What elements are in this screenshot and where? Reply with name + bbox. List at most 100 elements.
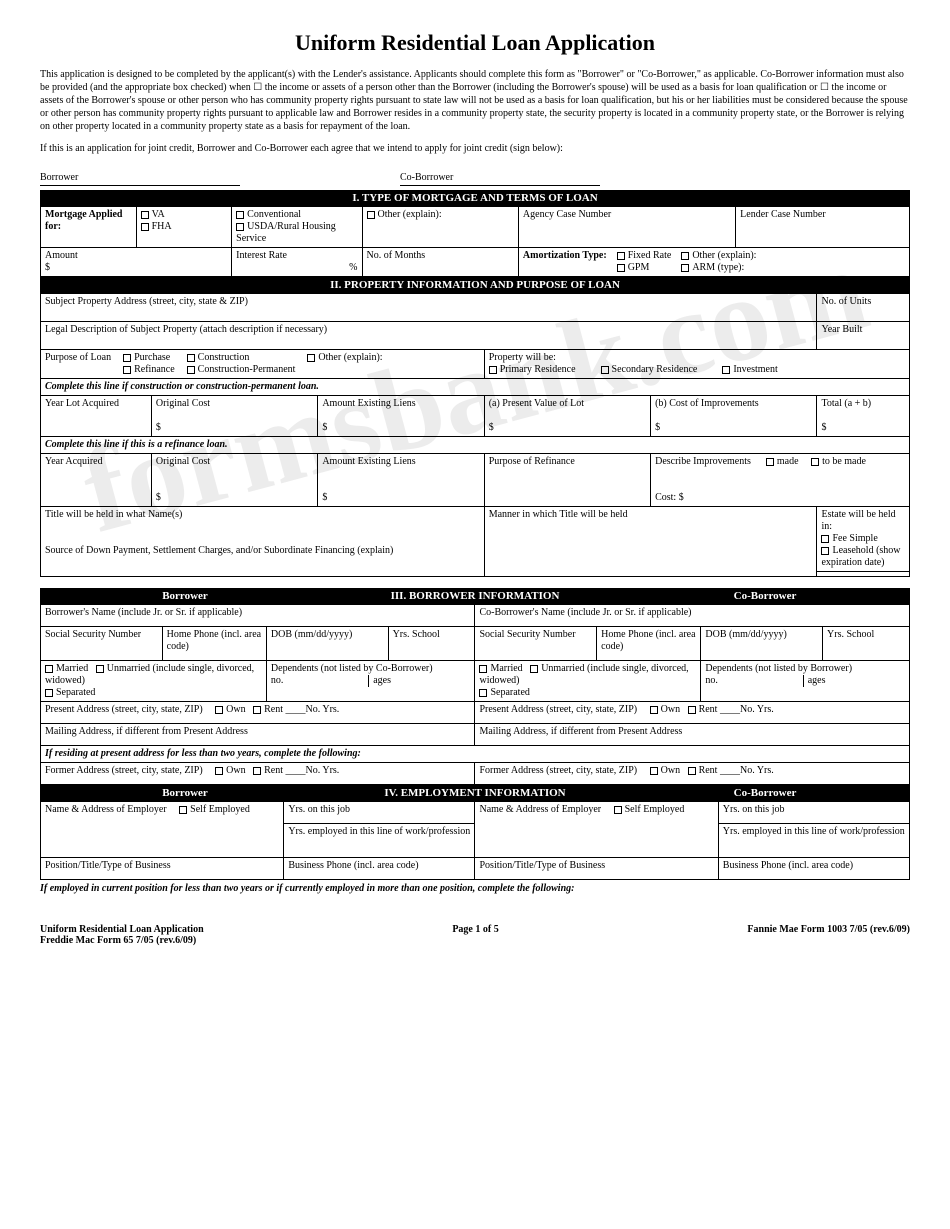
- borrower-sig-label: Borrower: [40, 172, 240, 186]
- rent-c-checkbox[interactable]: [688, 706, 696, 714]
- former-rent-b-checkbox[interactable]: [253, 767, 261, 775]
- s3-coborrower-header: Co-Borrower: [620, 590, 910, 602]
- married-b-checkbox[interactable]: [45, 665, 53, 673]
- year-acq-label: Year Acquired: [45, 456, 103, 467]
- married-c-checkbox[interactable]: [479, 665, 487, 673]
- married-b-label: Married: [56, 663, 88, 674]
- other-purpose-checkbox[interactable]: [307, 354, 315, 362]
- section-3-header: Borrower III. BORROWER INFORMATION Co-Bo…: [40, 588, 910, 604]
- dob-b-label: DOB (mm/dd/yyyy): [271, 629, 352, 640]
- other-amort-label: Other (explain):: [692, 250, 756, 261]
- refinance-label: Refinance: [134, 364, 175, 375]
- former-own-b-label: Own: [226, 765, 245, 776]
- usda-label: USDA/Rural Housing Service: [236, 221, 336, 244]
- amort-label: Amortization Type:: [523, 250, 607, 261]
- own-b-checkbox[interactable]: [215, 706, 223, 714]
- primary-checkbox[interactable]: [489, 366, 497, 374]
- liens-label: Amount Existing Liens: [322, 398, 415, 409]
- section-4-header: Borrower IV. EMPLOYMENT INFORMATION Co-B…: [40, 785, 910, 801]
- refinance-checkbox[interactable]: [123, 366, 131, 374]
- mailing-c-label: Mailing Address, if different from Prese…: [479, 726, 682, 737]
- refi-line-note: Complete this line if this is a refinanc…: [41, 437, 910, 454]
- dollar-2: $: [322, 422, 327, 433]
- former-noyrs-c: No. Yrs.: [740, 765, 774, 776]
- section-2-table: Subject Property Address (street, city, …: [40, 293, 910, 577]
- ssn-b-label: Social Security Number: [45, 629, 141, 640]
- biz-phone-c-label: Business Phone (incl. area code): [723, 860, 853, 871]
- present-b-label: Present Address (street, city, state, ZI…: [45, 704, 203, 715]
- section-3-table: Borrower's Name (include Jr. or Sr. if a…: [40, 604, 910, 785]
- former-noyrs-b: No. Yrs.: [306, 765, 340, 776]
- married-c-label: Married: [490, 663, 522, 674]
- separated-c-label: Separated: [490, 687, 529, 698]
- made-label: made: [777, 456, 799, 467]
- rent-b-checkbox[interactable]: [253, 706, 261, 714]
- orig-cost-label-2: Original Cost: [156, 456, 210, 467]
- separated-c-checkbox[interactable]: [479, 689, 487, 697]
- self-c-checkbox[interactable]: [614, 806, 622, 814]
- footer-center: Page 1 of 5: [452, 924, 498, 946]
- present-value-label: (a) Present Value of Lot: [489, 398, 584, 409]
- unmarried-b-checkbox[interactable]: [96, 665, 104, 673]
- secondary-label: Secondary Residence: [612, 364, 698, 375]
- own-c-label: Own: [661, 704, 680, 715]
- tobemade-checkbox[interactable]: [811, 458, 819, 466]
- deps-c-no: no.: [705, 675, 803, 687]
- section-1-table: Mortgage Applied for: VA FHA Conventiona…: [40, 206, 910, 277]
- construction-checkbox[interactable]: [187, 354, 195, 362]
- secondary-checkbox[interactable]: [601, 366, 609, 374]
- phone-b-label: Home Phone (incl. area code): [167, 629, 261, 652]
- self-b-checkbox[interactable]: [179, 806, 187, 814]
- improvements-label: (b) Cost of Improvements: [655, 398, 759, 409]
- gpm-checkbox[interactable]: [617, 264, 625, 272]
- fixed-checkbox[interactable]: [617, 252, 625, 260]
- other-amort-checkbox[interactable]: [681, 252, 689, 260]
- section-2-header: II. PROPERTY INFORMATION AND PURPOSE OF …: [40, 277, 910, 293]
- deps-c-label: Dependents (not listed by Borrower): [705, 663, 852, 674]
- yrs-line-b-label: Yrs. employed in this line of work/profe…: [288, 826, 470, 837]
- school-c-label: Yrs. School: [827, 629, 874, 640]
- usda-checkbox[interactable]: [236, 223, 244, 231]
- va-label: VA: [152, 209, 165, 220]
- section-4-table: Name & Address of Employer Self Employed…: [40, 801, 910, 880]
- coborrower-sig-label: Co-Borrower: [400, 172, 600, 186]
- own-b-label: Own: [226, 704, 245, 715]
- investment-checkbox[interactable]: [722, 366, 730, 374]
- conventional-checkbox[interactable]: [236, 211, 244, 219]
- own-c-checkbox[interactable]: [650, 706, 658, 714]
- fixed-label: Fixed Rate: [628, 250, 672, 261]
- unmarried-c-checkbox[interactable]: [530, 665, 538, 673]
- former-rent-c-label: Rent: [699, 765, 718, 776]
- noyrs-c-label: No. Yrs.: [740, 704, 774, 715]
- separated-b-checkbox[interactable]: [45, 689, 53, 697]
- former-own-b-checkbox[interactable]: [215, 767, 223, 775]
- arm-checkbox[interactable]: [681, 264, 689, 272]
- purchase-checkbox[interactable]: [123, 354, 131, 362]
- former-rent-c-checkbox[interactable]: [688, 767, 696, 775]
- other-mortgage-checkbox[interactable]: [367, 211, 375, 219]
- made-checkbox[interactable]: [766, 458, 774, 466]
- va-checkbox[interactable]: [141, 211, 149, 219]
- source-label: Source of Down Payment, Settlement Charg…: [45, 545, 393, 556]
- amount-label: Amount: [45, 250, 78, 261]
- tobemade-label: to be made: [822, 456, 866, 467]
- dollar-3: $: [489, 422, 494, 433]
- former-rent-b-label: Rent: [264, 765, 283, 776]
- joint-credit-text: If this is an application for joint cred…: [40, 143, 910, 154]
- purchase-label: Purchase: [134, 352, 170, 363]
- dollar-7: $: [322, 492, 327, 503]
- leasehold-checkbox[interactable]: [821, 547, 829, 555]
- agency-label: Agency Case Number: [523, 209, 611, 220]
- investment-label: Investment: [733, 364, 777, 375]
- describe-label: Describe Improvements: [655, 456, 751, 467]
- fha-checkbox[interactable]: [141, 223, 149, 231]
- former-own-c-checkbox[interactable]: [650, 767, 658, 775]
- footer-left-2: Freddie Mac Form 65 7/05 (rev.6/09): [40, 935, 204, 946]
- const-perm-checkbox[interactable]: [187, 366, 195, 374]
- noyrs-b-label: No. Yrs.: [306, 704, 340, 715]
- present-c-label: Present Address (street, city, state, ZI…: [479, 704, 637, 715]
- dollar-5: $: [821, 422, 826, 433]
- fee-simple-checkbox[interactable]: [821, 535, 829, 543]
- yrs-line-c-label: Yrs. employed in this line of work/profe…: [723, 826, 905, 837]
- leasehold-label: Leasehold (show expiration date): [821, 545, 900, 568]
